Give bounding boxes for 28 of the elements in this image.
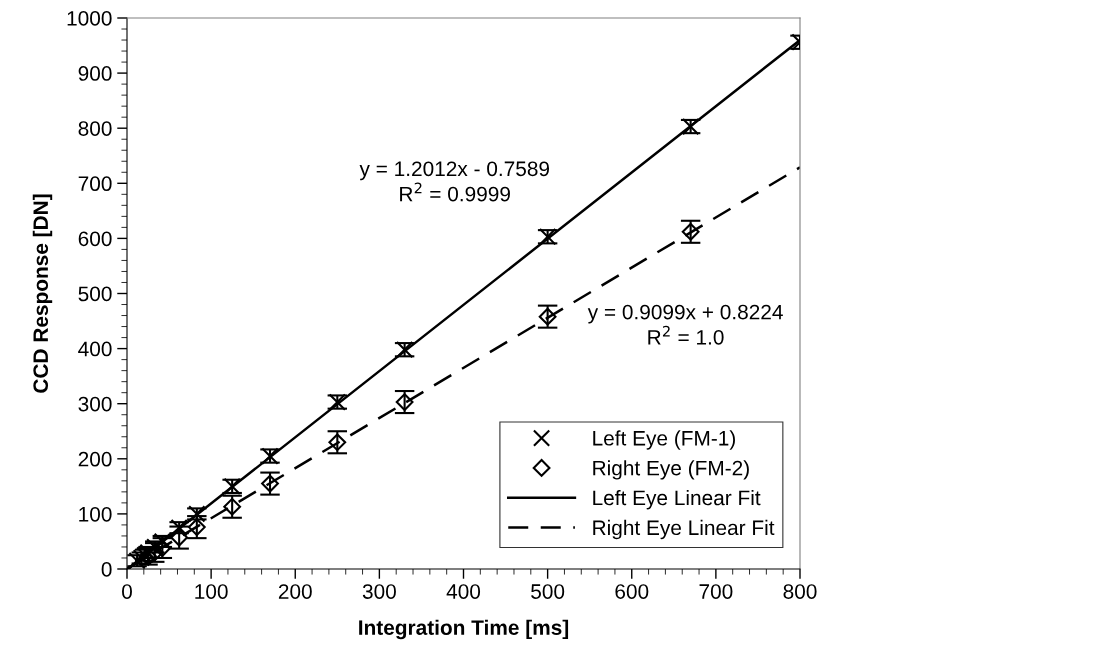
legend-label: Right Eye Linear Fit	[593, 519, 775, 540]
x-tick-label: 700	[699, 584, 733, 599]
y-tick-label: 700	[78, 176, 112, 192]
x-tick-label: 500	[531, 584, 565, 599]
x-tick-label: 200	[278, 584, 312, 599]
y-tick-label: 400	[78, 341, 112, 357]
x-axis-title: Integration Time [ms]	[359, 619, 569, 640]
y-tick-label: 300	[78, 396, 112, 412]
annotation: y = 1.2012x - 0.7589 R$^{2}$ = 0.9999	[359, 161, 550, 202]
y-tick-label: 200	[78, 451, 112, 467]
y-tick-label: 900	[78, 66, 112, 81]
y-tick-label: 600	[78, 231, 112, 247]
y-tick-label: 100	[79, 506, 112, 522]
y-axis-title: CCD Response [DN]	[32, 194, 53, 393]
x-tick-label: 0	[122, 584, 132, 599]
annotation: y = 0.9099x + 0.8224 R$^{2}$ = 1.0	[587, 304, 783, 345]
x-tick-label: 300	[362, 584, 396, 599]
legend-label: Left Eye (FM-1)	[593, 430, 735, 450]
y-tick-label: 0	[101, 562, 112, 577]
y-tick-label: 800	[78, 121, 112, 136]
x-tick-label: 800	[783, 584, 817, 599]
legend-label: Right Eye (FM-2)	[593, 460, 749, 480]
y-tick-label: 1000	[67, 11, 112, 26]
legend-label: Left Eye Linear Fit	[593, 489, 761, 510]
y-tick-label: 500	[78, 286, 112, 302]
x-tick-label: 100	[195, 584, 228, 599]
x-tick-label: 400	[446, 584, 481, 599]
x-tick-label: 600	[615, 584, 649, 599]
